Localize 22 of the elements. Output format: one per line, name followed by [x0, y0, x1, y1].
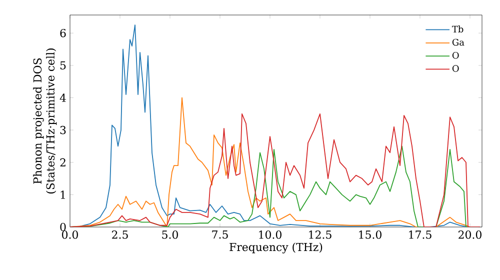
x-tick-label: 10.0: [259, 230, 282, 239]
x-tick-label: 15.0: [359, 230, 382, 239]
y-tick-label: 4: [60, 94, 66, 102]
y-tick-label: 1: [60, 190, 65, 199]
x-axis-title: Frequency (THz): [230, 242, 322, 254]
y-tick-label: 2: [60, 158, 66, 166]
x-tick-label: 17.5: [409, 230, 432, 239]
x-tick-label: 5.0: [162, 230, 178, 239]
y-tick-label: 0: [60, 222, 66, 232]
legend-label: O: [452, 52, 459, 59]
y-axis-title: Phonon projected DOS (States/THz·primitive cell): [33, 48, 57, 194]
x-tick-label: 20.0: [458, 230, 482, 239]
y-tick-label: 5: [60, 61, 66, 70]
x-tick-label: 0.0: [62, 230, 78, 239]
x-tick-label: 7.5: [212, 230, 228, 239]
x-tick-label: 12.5: [309, 230, 332, 239]
legend-label: O: [452, 65, 459, 72]
y-tick-label: 6: [60, 28, 66, 38]
x-tick-label: 2.5: [112, 230, 128, 239]
y-tick-label: 3: [60, 126, 66, 134]
legend-label: Ga: [452, 38, 464, 46]
legend-label: Tb: [452, 26, 464, 32]
